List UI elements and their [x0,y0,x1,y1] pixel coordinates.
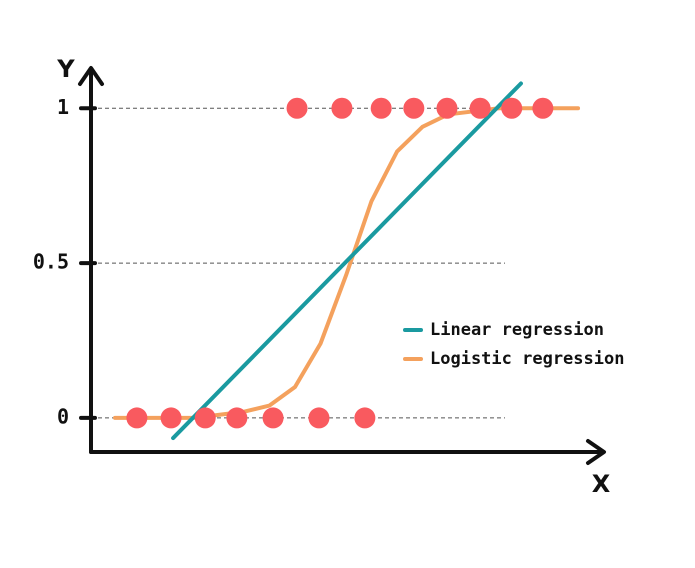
data-point [469,97,491,119]
legend-label: Linear regression [430,320,604,340]
axes [78,66,606,465]
plot: 0 0.5 1 Linear regression Logistic regressio… [33,81,624,441]
y-tick-label: 0 [57,404,69,428]
line [171,81,523,441]
x-axis-arrow [586,439,606,465]
y-axis-arrow [78,66,104,86]
legend-label: Logistic regression [430,349,624,369]
y-tick-label: 1 [57,95,69,119]
data-point [194,407,216,429]
y-axis-label: Y [56,55,75,83]
data-point [403,97,425,119]
data-point [286,97,308,119]
data-point [370,97,392,119]
data-point [308,407,330,429]
data-point [262,407,284,429]
data-point [331,97,353,119]
line [112,106,581,420]
data-point [501,97,523,119]
data-point [126,407,148,429]
x-axis-label: X [592,470,611,498]
y-tick-label: 0.5 [33,250,69,274]
data-point [354,407,376,429]
data-point [436,97,458,119]
data-point [226,407,248,429]
data-point [160,407,182,429]
legend: Linear regression Logistic regression [403,320,624,369]
data-point [532,97,554,119]
